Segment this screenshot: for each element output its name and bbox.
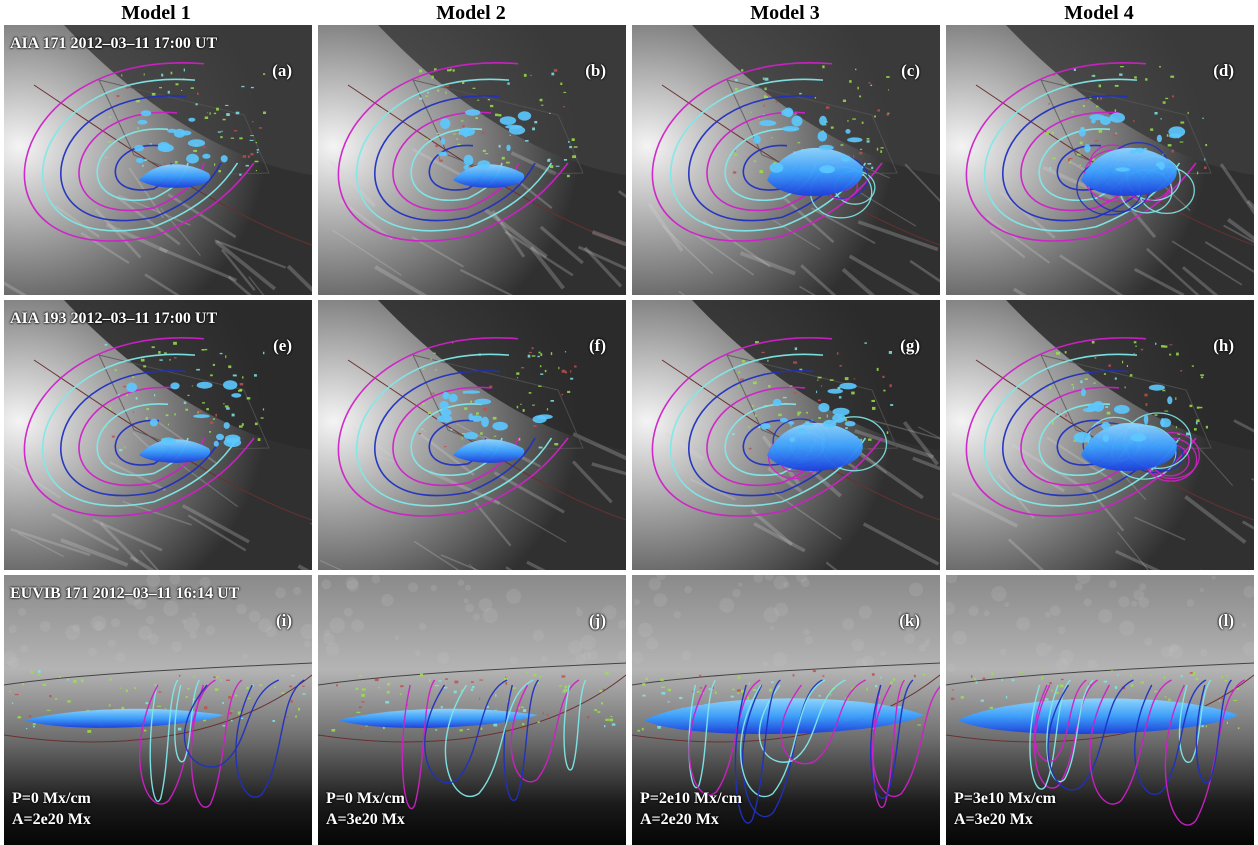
panel-caption: AIA 193 2012–03–11 17:00 UT — [10, 310, 218, 327]
panel-letter: (l) — [1217, 611, 1234, 630]
panel-letter: (f) — [589, 336, 606, 355]
solar-image — [4, 575, 312, 845]
param-a-label: A=2e20 Mx — [640, 811, 719, 828]
panel-i: EUVIB 171 2012–03–11 16:14 UT (i) P=0 Mx… — [4, 575, 312, 845]
solar-image — [4, 300, 312, 570]
panel-caption: EUVIB 171 2012–03–11 16:14 UT — [10, 585, 240, 602]
column-header-model-1: Model 1 — [121, 2, 191, 24]
solar-image — [318, 300, 626, 570]
panel-letter: (g) — [900, 336, 920, 355]
panel-letter: (h) — [1213, 336, 1234, 355]
panel-j: (j) P=0 Mx/cm A=3e20 Mx — [318, 575, 626, 845]
solar-image — [4, 25, 312, 295]
column-header-model-3: Model 3 — [750, 2, 820, 24]
param-a-label: A=2e20 Mx — [12, 811, 91, 828]
column-header-model-4: Model 4 — [1064, 2, 1134, 24]
panel-e: AIA 193 2012–03–11 17:00 UT (e) — [4, 300, 312, 570]
panel-d: (d) — [946, 25, 1254, 295]
panel-caption: AIA 171 2012–03–11 17:00 UT — [10, 35, 218, 52]
panel-letter: (j) — [589, 611, 606, 630]
panel-a: AIA 171 2012–03–11 17:00 UT (a) — [4, 25, 312, 295]
panel-letter: (k) — [899, 611, 920, 630]
panel-letter: (a) — [272, 61, 292, 80]
param-p-label: P=0 Mx/cm — [12, 790, 91, 807]
panel-b: (b) — [318, 25, 626, 295]
solar-image — [632, 300, 940, 570]
solar-image — [632, 575, 940, 845]
panel-letter: (c) — [901, 61, 920, 80]
panel-letter: (e) — [273, 336, 292, 355]
panel-g: (g) — [632, 300, 940, 570]
panel-h: (h) — [946, 300, 1254, 570]
solar-image — [318, 575, 626, 845]
param-a-label: A=3e20 Mx — [954, 811, 1033, 828]
param-a-label: A=3e20 Mx — [326, 811, 405, 828]
panel-l: (l) P=3e10 Mx/cm A=3e20 Mx — [946, 575, 1254, 845]
panel-c: (c) — [632, 25, 940, 295]
panel-letter: (i) — [275, 611, 292, 630]
solar-image — [946, 300, 1254, 570]
param-p-label: P=3e10 Mx/cm — [954, 790, 1056, 807]
column-header-model-2: Model 2 — [436, 2, 506, 24]
param-p-label: P=0 Mx/cm — [326, 790, 405, 807]
panel-letter: (b) — [585, 61, 606, 80]
solar-image — [318, 25, 626, 295]
param-p-label: P=2e10 Mx/cm — [640, 790, 742, 807]
solar-image — [946, 25, 1254, 295]
panel-letter: (d) — [1213, 61, 1234, 80]
panel-f: (f) — [318, 300, 626, 570]
solar-image — [946, 575, 1254, 845]
solar-image — [632, 25, 940, 295]
panel-k: (k) P=2e10 Mx/cm A=2e20 Mx — [632, 575, 940, 845]
